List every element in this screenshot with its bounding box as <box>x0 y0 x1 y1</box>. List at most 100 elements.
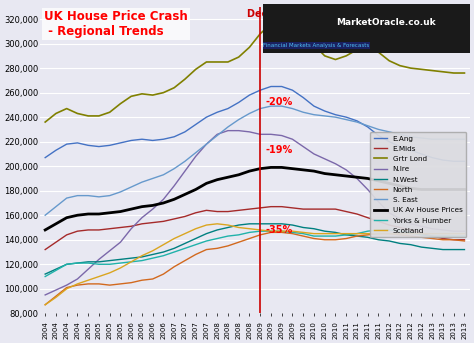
E.Ang <box>279 84 284 88</box>
E.Mids <box>161 219 166 223</box>
E.Mids <box>290 206 295 210</box>
N.Ire <box>451 229 456 233</box>
S. East <box>225 125 231 129</box>
N.West <box>257 222 263 226</box>
Yorks & Humber <box>268 229 274 233</box>
Yorks & Humber <box>429 234 435 238</box>
Text: UK House Price Crash
 - Regional Trends: UK House Price Crash - Regional Trends <box>44 10 188 38</box>
UK Av House Prices <box>333 173 338 177</box>
E.Ang <box>246 93 252 97</box>
N.West <box>386 239 392 243</box>
S. East <box>354 120 360 124</box>
Grtr Lond <box>236 55 242 59</box>
E.Ang <box>451 159 456 163</box>
North <box>451 238 456 242</box>
N.West <box>268 222 274 226</box>
N.West <box>451 248 456 252</box>
E.Mids <box>182 214 188 218</box>
E.Ang <box>96 144 102 149</box>
E.Ang <box>225 107 231 111</box>
E.Ang <box>365 125 371 129</box>
North <box>225 244 231 248</box>
S. East <box>301 110 306 114</box>
Line: N.Ire: N.Ire <box>45 131 465 295</box>
Legend: E.Ang, E.Mids, Grtr Lond, N.Ire, N.West, North, S. East, UK Av House Prices, Yor: E.Ang, E.Mids, Grtr Lond, N.Ire, N.West,… <box>370 132 466 237</box>
UK Av House Prices <box>42 228 48 232</box>
E.Mids <box>225 210 231 214</box>
E.Ang <box>419 152 424 156</box>
Line: Scotland: Scotland <box>45 224 465 305</box>
E.Mids <box>204 208 210 212</box>
Yorks & Humber <box>333 234 338 238</box>
E.Mids <box>354 212 360 216</box>
Yorks & Humber <box>182 246 188 250</box>
E.Mids <box>386 223 392 227</box>
Yorks & Humber <box>365 229 371 233</box>
Scotland <box>343 232 349 236</box>
North <box>257 233 263 237</box>
UK Av House Prices <box>96 212 102 216</box>
E.Mids <box>171 217 177 221</box>
E.Mids <box>42 248 48 252</box>
N.Ire <box>354 176 360 180</box>
Yorks & Humber <box>225 234 231 238</box>
UK Av House Prices <box>408 186 413 190</box>
North <box>343 236 349 240</box>
E.Mids <box>408 228 413 232</box>
E.Mids <box>139 222 145 226</box>
Grtr Lond <box>246 45 252 49</box>
N.Ire <box>322 157 328 161</box>
E.Ang <box>161 137 166 141</box>
S. East <box>451 137 456 141</box>
North <box>107 283 112 287</box>
Scotland <box>268 229 274 233</box>
N.Ire <box>301 144 306 149</box>
N.Ire <box>42 293 48 297</box>
Grtr Lond <box>139 92 145 96</box>
E.Ang <box>429 156 435 160</box>
S. East <box>150 176 155 180</box>
Yorks & Humber <box>64 262 70 266</box>
North <box>150 277 155 281</box>
N.West <box>171 246 177 250</box>
North <box>279 230 284 235</box>
UK Av House Prices <box>107 211 112 215</box>
Line: Grtr Lond: Grtr Lond <box>45 20 465 122</box>
Text: -19%: -19% <box>265 145 293 155</box>
N.Ire <box>397 217 403 221</box>
Yorks & Humber <box>96 262 102 266</box>
S. East <box>214 133 220 138</box>
N.West <box>64 262 70 266</box>
E.Mids <box>193 211 199 215</box>
E.Ang <box>118 141 123 145</box>
E.Ang <box>311 104 317 108</box>
Yorks & Humber <box>204 239 210 243</box>
Grtr Lond <box>301 28 306 32</box>
N.Ire <box>128 227 134 231</box>
Yorks & Humber <box>161 253 166 258</box>
N.West <box>128 256 134 260</box>
Grtr Lond <box>386 59 392 63</box>
UK Av House Prices <box>462 187 467 191</box>
Scotland <box>96 274 102 279</box>
Yorks & Humber <box>236 233 242 237</box>
N.West <box>85 260 91 264</box>
Yorks & Humber <box>290 230 295 235</box>
UK Av House Prices <box>365 176 371 180</box>
Grtr Lond <box>107 110 112 114</box>
Grtr Lond <box>225 60 231 64</box>
Grtr Lond <box>333 58 338 62</box>
S. East <box>279 104 284 108</box>
E.Mids <box>333 207 338 211</box>
Yorks & Humber <box>85 261 91 265</box>
UK Av House Prices <box>311 169 317 173</box>
UK Av House Prices <box>440 187 446 191</box>
S. East <box>440 137 446 141</box>
N.West <box>408 243 413 247</box>
Scotland <box>333 232 338 236</box>
Yorks & Humber <box>397 229 403 233</box>
N.West <box>322 229 328 233</box>
N.Ire <box>214 132 220 137</box>
Scotland <box>225 223 231 227</box>
North <box>333 238 338 242</box>
